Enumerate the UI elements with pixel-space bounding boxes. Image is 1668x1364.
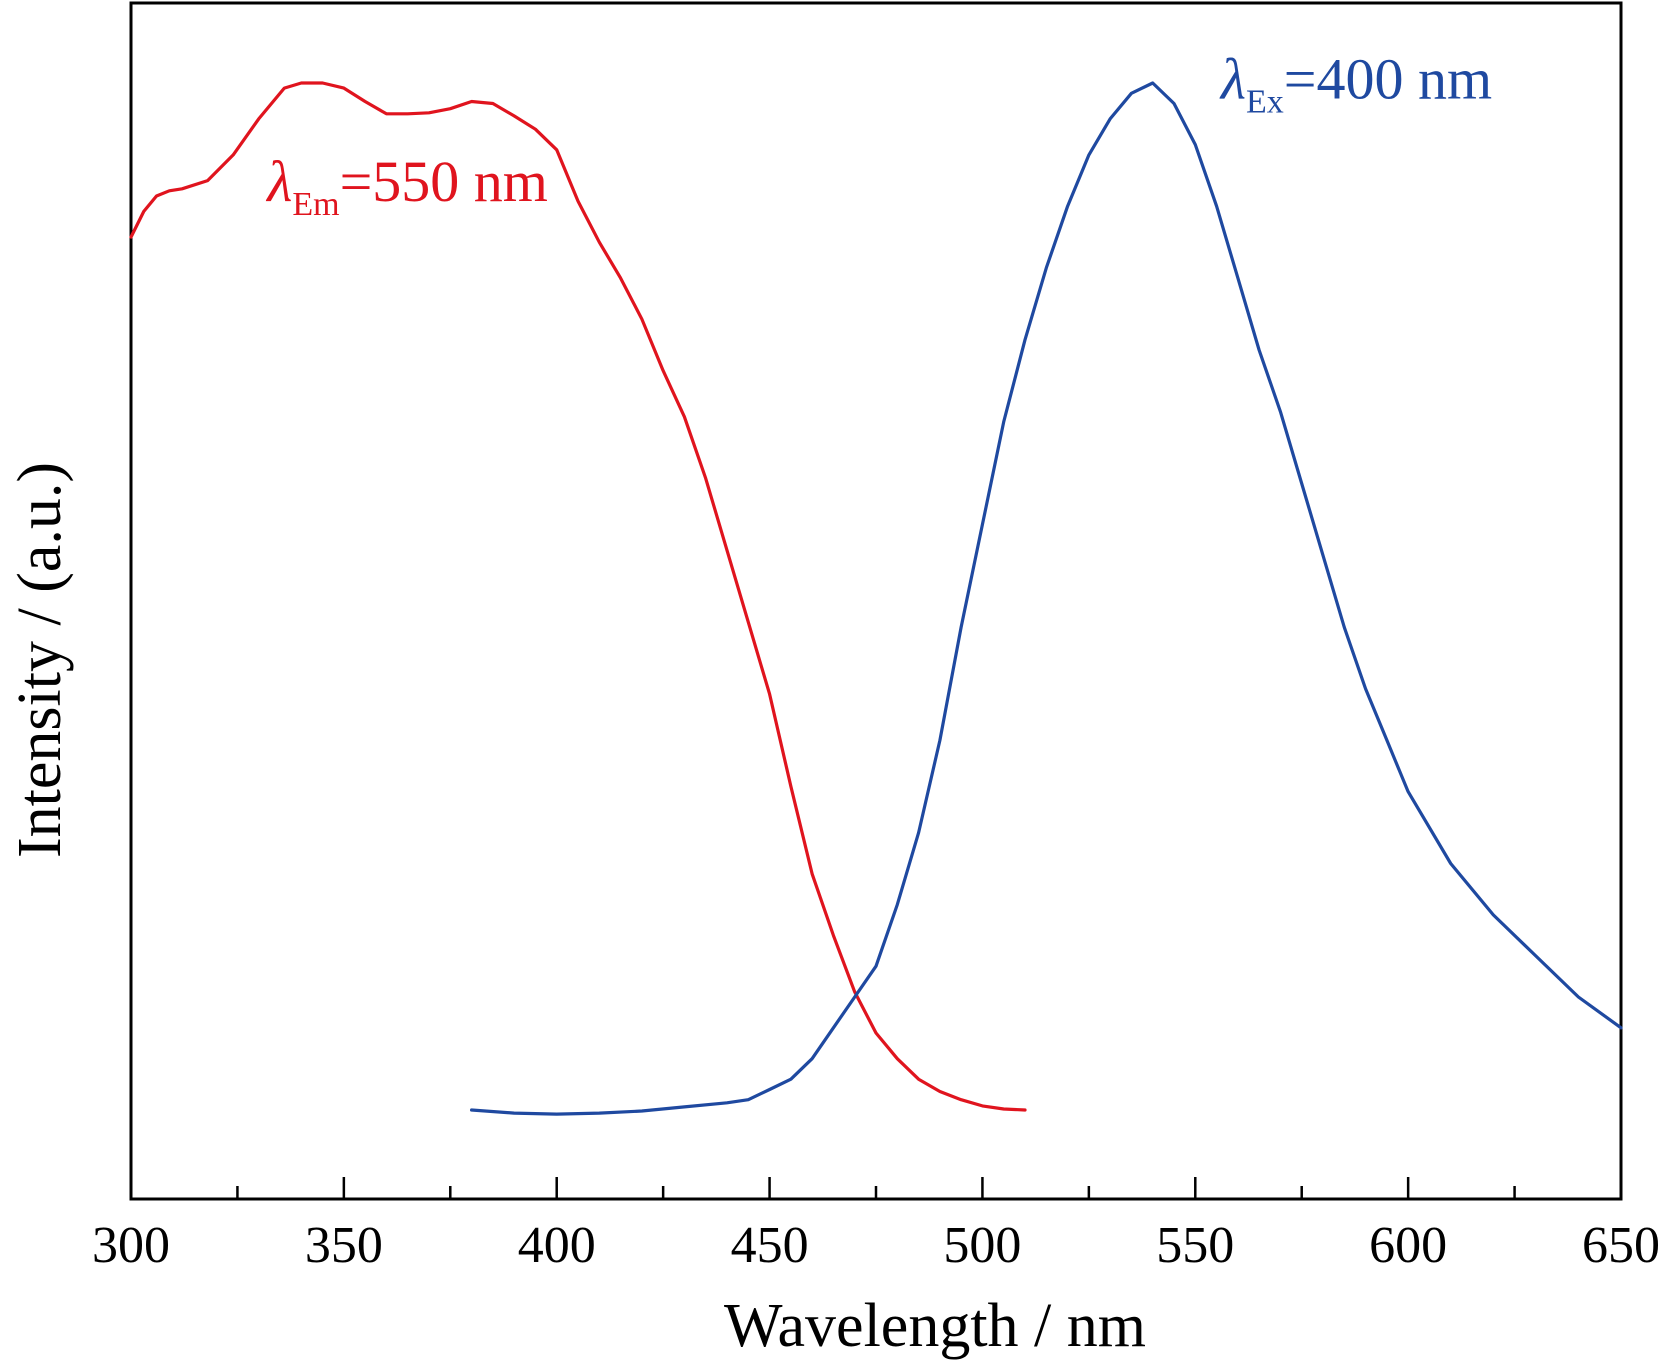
- series-annotation-1: λEm=550 nm: [265, 149, 548, 223]
- x-tick-label: 400: [518, 1217, 596, 1274]
- x-tick-label: 600: [1369, 1217, 1447, 1274]
- x-tick-label: 300: [92, 1217, 170, 1274]
- series-line-2: [470, 81, 1623, 1116]
- series-layer: [129, 81, 1623, 1116]
- x-tick-label: 350: [305, 1217, 383, 1274]
- x-axis-ticks: [236, 1177, 1516, 1199]
- series-annotation-2: λEx=400 nm: [1219, 46, 1492, 120]
- annotation-layer: λEm=550 nm λEx=400 nm: [265, 46, 1492, 223]
- y-axis-label: Intensity / (a.u.): [6, 462, 74, 858]
- x-tick-label: 550: [1156, 1217, 1234, 1274]
- x-tick-label: 650: [1582, 1217, 1660, 1274]
- x-axis-tick-labels: 300 350 400 450 500 550 600 650: [92, 1217, 1660, 1274]
- x-tick-label: 500: [943, 1217, 1021, 1274]
- x-tick-label: 450: [731, 1217, 809, 1274]
- x-axis-label: Wavelength / nm: [724, 1292, 1146, 1360]
- series-line-1: [129, 81, 1027, 1112]
